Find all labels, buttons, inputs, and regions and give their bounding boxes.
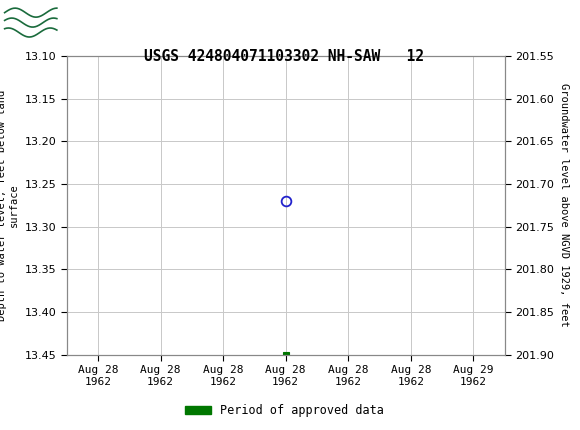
Y-axis label: Depth to water level, feet below land
surface: Depth to water level, feet below land su… [0, 90, 19, 321]
Bar [3, 3, 58, 42]
Text: USGS 424804071103302 NH-SAW   12: USGS 424804071103302 NH-SAW 12 [144, 49, 424, 64]
Legend: Period of approved data: Period of approved data [180, 399, 389, 422]
Text: USGS: USGS [67, 12, 126, 31]
Y-axis label: Groundwater level above NGVD 1929, feet: Groundwater level above NGVD 1929, feet [560, 83, 570, 327]
